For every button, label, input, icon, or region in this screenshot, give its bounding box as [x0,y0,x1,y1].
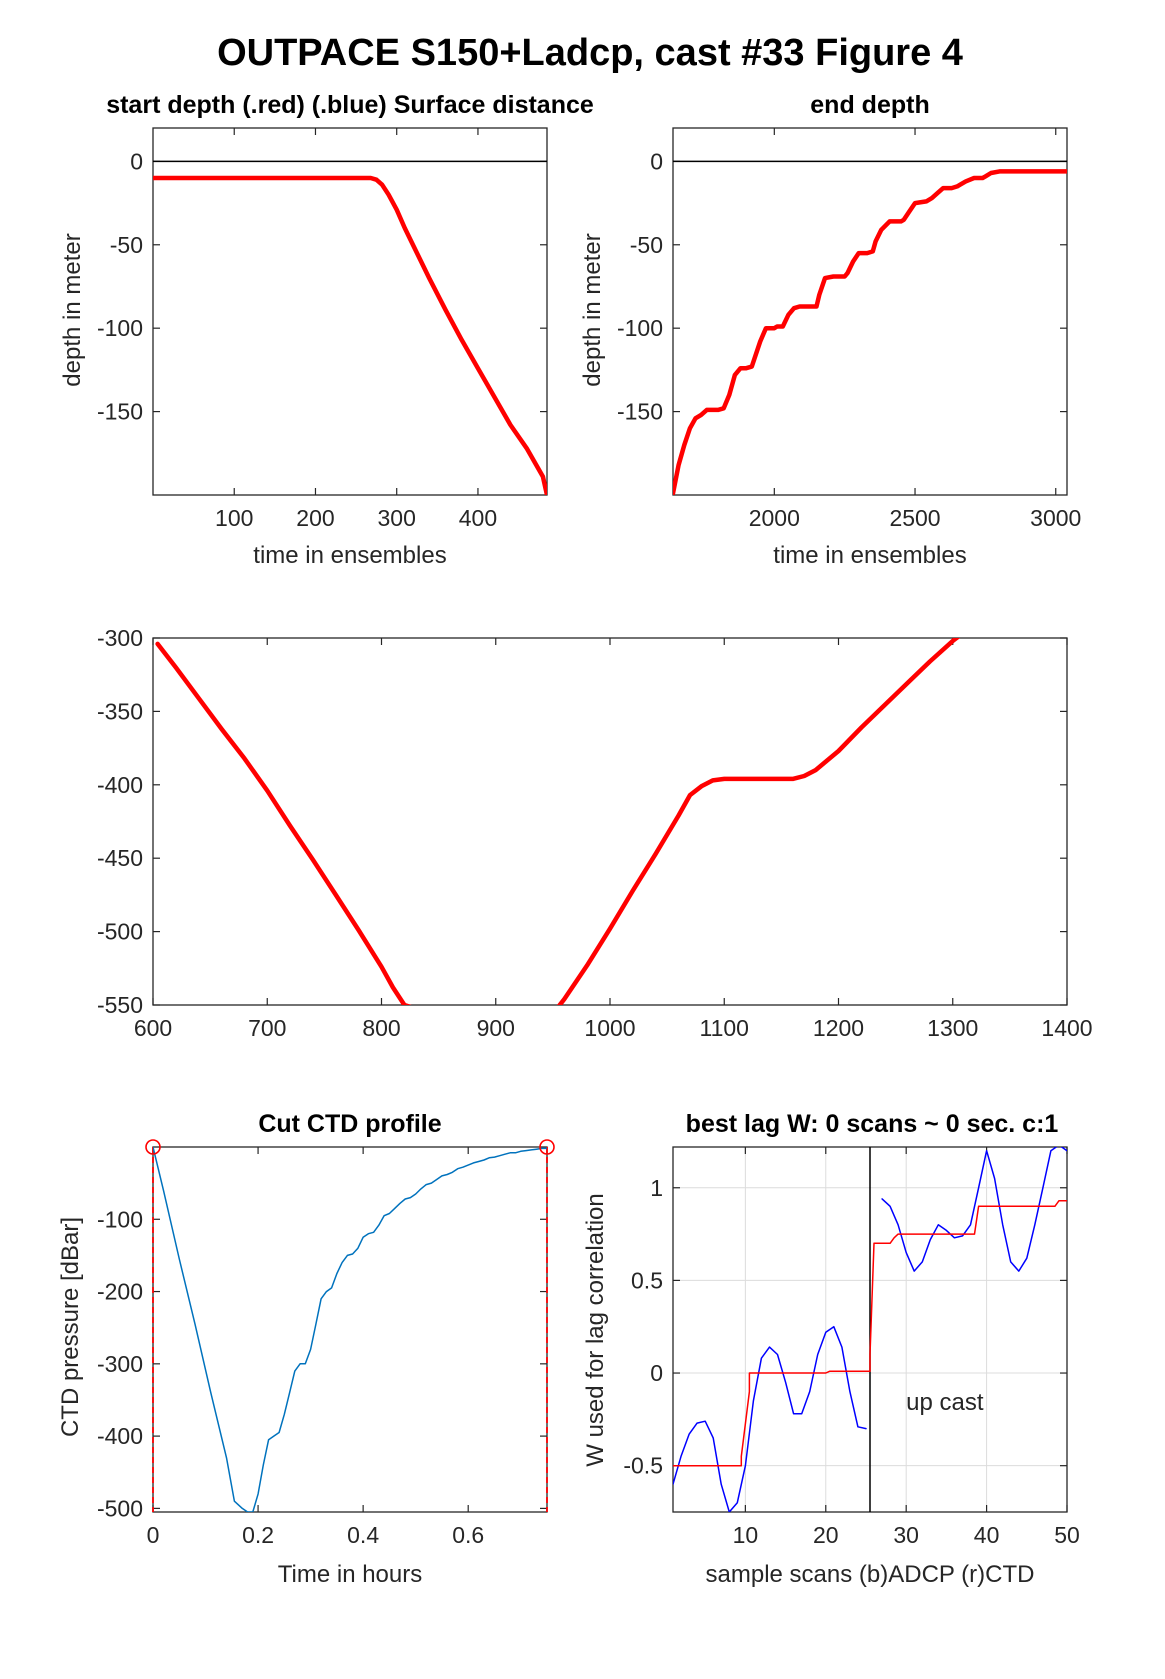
x-tick-label: 2500 [889,505,940,531]
y-tick-label: -500 [97,919,143,945]
figure-title: OUTPACE S150+Ladcp, cast #33 Figure 4 [217,32,963,74]
x-tick-label: 50 [1054,1522,1080,1548]
x-tick-label: 200 [296,505,334,531]
y-axis-label: CTD pressure [dBar] [57,1217,84,1437]
y-tick-label: 0 [650,1360,663,1386]
panel-title: best lag W: 0 scans ~ 0 sec. c:1 [686,1110,1059,1138]
y-tick-label: 0.5 [631,1267,663,1293]
y-tick-label: 0 [650,148,663,174]
y-tick-label: -50 [110,232,143,258]
y-axis-label: depth in meter [579,233,606,386]
x-tick-label: 400 [459,505,497,531]
series-line-red-0 [673,169,1067,495]
x-tick-label: 0.4 [347,1522,379,1548]
x-axis-label: time in ensembles [253,542,446,569]
x-tick-label: 300 [378,505,416,531]
x-axis-label: sample scans (b)ADCP (r)CTD [706,1561,1035,1588]
y-tick-label: -400 [97,772,143,798]
x-tick-label: 20 [813,1522,839,1548]
y-tick-label: -100 [97,315,143,341]
y-axis-label: depth in meter [59,233,86,386]
series-line-red-0 [153,175,547,495]
x-tick-label: 900 [477,1015,515,1041]
panel-title: start depth (.red) (.blue) Surface dista… [106,91,594,119]
x-tick-label: 100 [215,505,253,531]
x-tick-label: 10 [733,1522,759,1548]
x-tick-label: 3000 [1030,505,1081,531]
y-tick-label: -100 [97,1206,143,1232]
x-tick-label: 1000 [584,1015,635,1041]
y-tick-label: -50 [630,232,663,258]
series-line-blue-0 [673,1325,867,1512]
y-tick-label: -150 [97,399,143,425]
x-tick-label: 0.2 [242,1522,274,1548]
y-tick-label: -350 [97,698,143,724]
x-tick-label: 40 [974,1522,1000,1548]
panel-cut-ctd-profile: Cut CTD profile Time in hours CTD pressu… [57,1110,555,1588]
x-axis-label: Time in hours [278,1561,423,1588]
panel-start-depth: start depth (.red) (.blue) Surface dista… [59,91,594,569]
y-tick-label: -100 [617,315,663,341]
y-tick-label: -550 [97,992,143,1018]
y-tick-label: -400 [97,1423,143,1449]
y-tick-label: 1 [650,1175,663,1201]
y-tick-label: -450 [97,845,143,871]
series-line-blue-1 [881,1147,1067,1272]
y-tick-label: -150 [617,399,663,425]
x-tick-label: 800 [362,1015,400,1041]
x-tick-label: 1100 [700,1015,749,1041]
y-tick-label: -200 [97,1279,143,1305]
series-line-ctd_blue-0 [153,1147,547,1512]
x-tick-label: 2000 [749,505,800,531]
x-tick-label: 1300 [927,1015,978,1041]
x-tick-label: 1400 [1041,1015,1092,1041]
series-line-red-2 [673,1199,1067,1467]
x-tick-label: 30 [893,1522,919,1548]
panel-best-lag: best lag W: 0 scans ~ 0 sec. c:1 sample … [582,1110,1080,1588]
panel-end-depth: end depth time in ensembles depth in met… [579,91,1081,569]
x-axis-label: time in ensembles [773,542,966,569]
annotation-up-cast: up cast [906,1389,984,1416]
axes-frame [152,127,548,496]
y-tick-label: -500 [97,1495,143,1521]
series-line-red-0 [155,638,961,1005]
y-tick-label: -300 [97,1351,143,1377]
x-tick-label: 600 [134,1015,172,1041]
panel-title: Cut CTD profile [258,1110,441,1138]
y-tick-label: -0.5 [623,1453,663,1479]
y-axis-label: W used for lag correlation [582,1193,609,1466]
x-tick-label: 0.6 [452,1522,484,1548]
x-tick-label: 0 [147,1522,160,1548]
y-tick-label: -300 [97,625,143,651]
panel-depth-profile: 600 700 800 900 1000 1100 1200 1300 1400 -300 -350… [97,625,1093,1041]
x-tick-label: 700 [248,1015,286,1041]
axes-frame [672,127,1068,496]
cut-endpoint-marker [539,1139,555,1155]
y-tick-label: 0 [130,148,143,174]
x-tick-label: 1200 [813,1015,864,1041]
cut-endpoint-marker [145,1139,161,1155]
panel-title: end depth [810,91,929,119]
